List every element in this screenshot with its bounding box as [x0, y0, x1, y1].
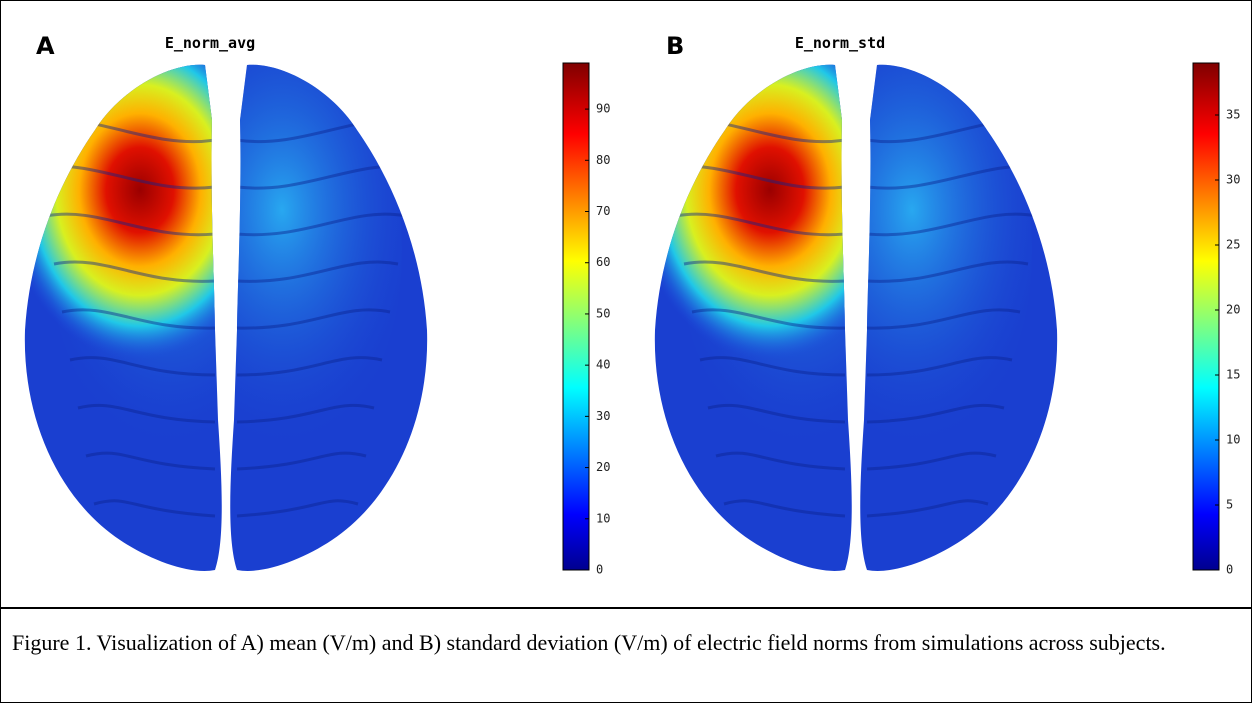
colorbar: [562, 62, 590, 571]
sulcus: [236, 308, 391, 330]
sulcus: [866, 451, 997, 471]
colorbar-tick-label: 15: [1226, 368, 1240, 382]
field-hot: [24, 64, 222, 360]
colorbar-tick-label: 10: [1226, 433, 1240, 447]
colorbar-tick-label: 90: [596, 102, 610, 116]
hemisphere: [230, 64, 428, 571]
sulcus: [236, 356, 383, 377]
sulcus: [699, 356, 846, 377]
colorbar-tick-label: 40: [596, 358, 610, 372]
panel-label: A: [36, 32, 55, 60]
colorbar-tick-label: 20: [596, 460, 610, 474]
sulcus: [715, 451, 846, 471]
sulcus: [45, 212, 216, 237]
colorbar-tick-label: 10: [596, 511, 610, 525]
colorbar-tick-label: 0: [1226, 563, 1233, 577]
caption: Figure 1. Visualization of A) mean (V/m)…: [12, 630, 1166, 655]
field-hot: [654, 64, 852, 360]
sulcus: [236, 212, 407, 237]
sulcus: [85, 451, 216, 471]
colorbar-tick-label: 25: [1226, 238, 1240, 252]
sulcus: [93, 499, 216, 518]
sulcus: [236, 451, 367, 471]
sulcus: [866, 260, 1029, 283]
panel: B E_norm_std 0 5 10 15 20 25 30 35: [654, 32, 1240, 577]
panel: A E_norm_avg 0 10 20 30 40 50 60 70 80 90: [24, 32, 610, 577]
sulcus: [707, 403, 846, 424]
colorbar-tick-label: 5: [1226, 498, 1233, 512]
colorbar-tick-label: 70: [596, 204, 610, 218]
colorbar-tick-label: 50: [596, 306, 610, 320]
sulcus: [77, 403, 216, 424]
sulcus: [866, 356, 1013, 377]
brain-image: [654, 64, 1058, 571]
colorbar-tick-label: 60: [596, 255, 610, 269]
panel-title: E_norm_std: [795, 34, 885, 52]
colorbar: [1192, 62, 1220, 571]
colorbar-tick-label: 0: [596, 563, 603, 577]
colorbar-tick-label: 80: [596, 153, 610, 167]
sulcus: [866, 212, 1037, 237]
colorbar-tick-label: 20: [1226, 303, 1240, 317]
sulcus: [691, 308, 846, 330]
sulcus: [723, 499, 846, 518]
panel-label: B: [666, 32, 684, 60]
field-cool: [860, 64, 1032, 450]
sulcus: [866, 403, 1005, 424]
colorbar-tick-label: 30: [1226, 173, 1240, 187]
sulcus: [236, 499, 359, 518]
sulcus: [53, 260, 216, 283]
sulcus: [866, 499, 989, 518]
hemisphere-shading: [230, 64, 423, 518]
sulcus: [236, 403, 375, 424]
colorbar-tick-label: 30: [596, 409, 610, 423]
sulcus: [236, 260, 399, 283]
sulcus: [61, 308, 216, 330]
sulcus: [69, 356, 216, 377]
brain-image: [24, 64, 428, 571]
colorbar-tick-label: 35: [1226, 108, 1240, 122]
sulcus: [866, 308, 1021, 330]
sulcus: [675, 212, 846, 237]
sulcus: [683, 260, 846, 283]
panel-title: E_norm_avg: [165, 34, 255, 52]
field-cool: [230, 64, 402, 450]
